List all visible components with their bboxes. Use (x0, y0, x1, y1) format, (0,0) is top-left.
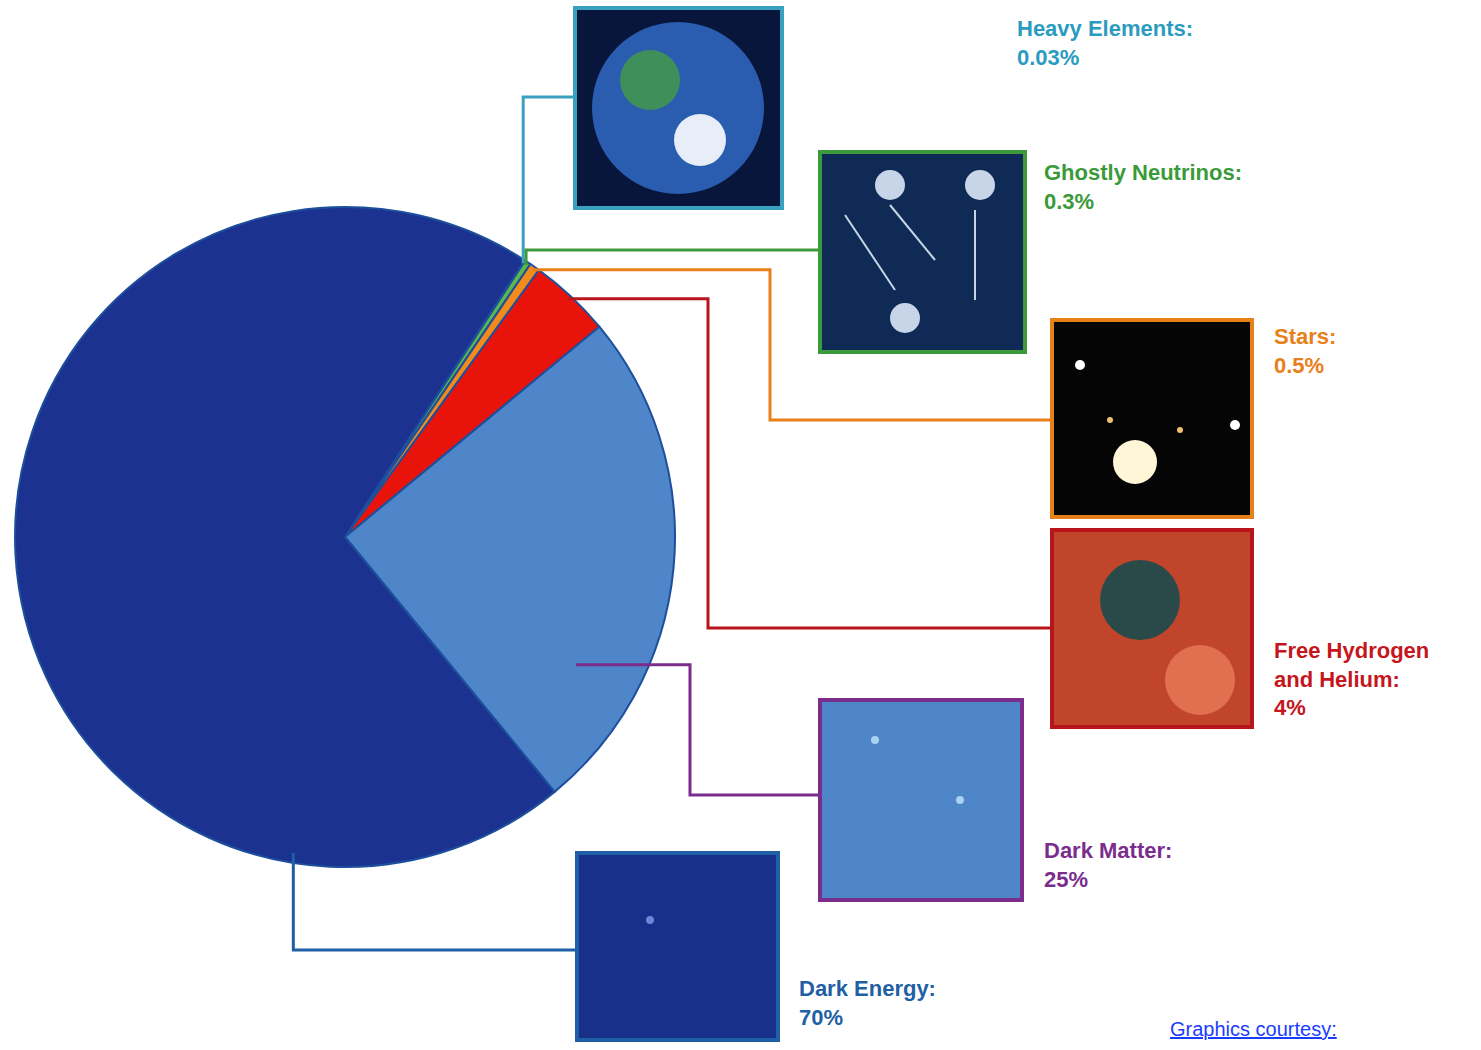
svg-text:Stars:0.5%: Stars:0.5% (1274, 324, 1336, 378)
svg-text:Graphics courtesy:: Graphics courtesy: (1170, 1018, 1337, 1040)
svg-text:Dark Matter:25%: Dark Matter:25% (1044, 838, 1172, 892)
svg-text:Ghostly Neutrinos:0.3%: Ghostly Neutrinos:0.3% (1044, 160, 1242, 214)
svg-text:Free Hydrogenand Helium:4%: Free Hydrogenand Helium:4% (1274, 638, 1429, 720)
svg-text:Dark Energy:70%: Dark Energy:70% (799, 976, 936, 1030)
svg-text:Heavy Elements:0.03%: Heavy Elements:0.03% (1017, 16, 1193, 70)
